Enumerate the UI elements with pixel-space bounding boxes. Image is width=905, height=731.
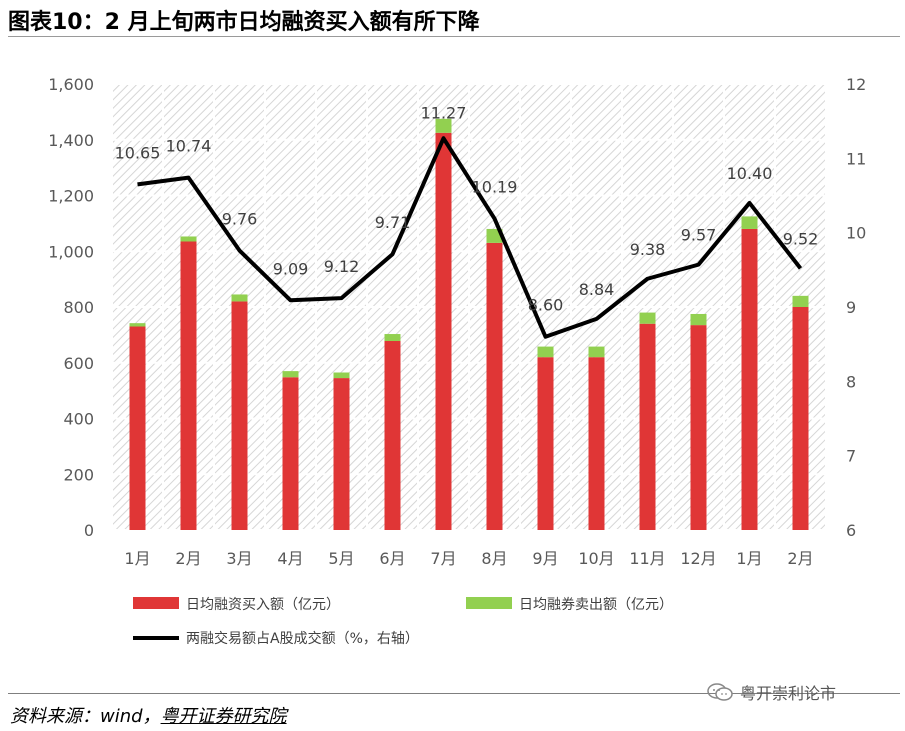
x-tick-label: 9月 <box>532 549 558 568</box>
bar-segment <box>231 294 248 302</box>
left-axis: 0 200 400 600 800 1,000 1,200 1,400 1,600 <box>48 75 94 540</box>
bar-segment <box>690 325 707 530</box>
title-divider <box>8 36 900 37</box>
right-tick-label: 10 <box>846 224 866 243</box>
right-tick-label: 9 <box>846 298 856 317</box>
right-tick-label: 7 <box>846 447 856 466</box>
bar-segment <box>588 357 605 530</box>
line-data-label: 9.38 <box>630 240 666 259</box>
x-tick-label: 4月 <box>277 549 303 568</box>
x-tick-label: 3月 <box>226 549 252 568</box>
source-note: 资料来源：wind，粤开证券研究院 <box>10 702 287 728</box>
line-data-label: 10.19 <box>472 178 518 197</box>
bar-segment <box>333 372 350 379</box>
bar-segment <box>741 228 758 530</box>
line-data-label: 9.52 <box>783 229 819 248</box>
left-tick-label: 0 <box>84 521 94 540</box>
line-data-label: 10.74 <box>166 137 212 156</box>
wechat-icon <box>707 683 733 701</box>
chart-title: 图表10：2 月上旬两市日均融资买入额有所下降 <box>8 10 480 35</box>
line-series <box>137 136 803 339</box>
bar-segment <box>282 377 299 530</box>
line-data-label: 9.57 <box>681 226 717 245</box>
line-data-label: 9.12 <box>324 257 360 276</box>
bar-segment <box>690 313 707 326</box>
bar-segment <box>792 307 809 530</box>
bar-segment <box>435 118 452 133</box>
bar-segment <box>486 242 503 530</box>
bar-segment <box>588 346 605 358</box>
legend-label-sell: 日均融券卖出额（亿元） <box>519 597 673 613</box>
line-data-labels: 10.65 10.74 9.76 9.09 9.12 9.71 11.27 10.19 8.60… <box>115 103 819 314</box>
right-tick-label: 8 <box>846 372 856 391</box>
legend-swatch-sell <box>466 597 512 609</box>
bar-segment <box>333 378 350 530</box>
x-tick-label: 6月 <box>379 549 405 568</box>
x-axis: 1月 2月 3月 4月 5月 6月 7月 8月 9月 10月 11月 12月 1月 2月 <box>124 549 813 568</box>
left-tick-label: 1,600 <box>48 75 94 94</box>
x-tick-label: 2月 <box>175 549 201 568</box>
right-axis: 6 7 8 9 10 11 12 <box>846 75 866 540</box>
x-tick-label: 1月 <box>124 549 150 568</box>
bar-segment <box>384 341 401 530</box>
legend-swatch-buy <box>133 597 179 609</box>
left-tick-label: 1,200 <box>48 187 94 206</box>
source-prefix: 资料来源：wind， <box>10 706 161 727</box>
x-tick-label: 7月 <box>430 549 456 568</box>
line-data-label: 11.27 <box>421 103 467 122</box>
line-data-label: 10.40 <box>727 164 773 183</box>
footer-divider <box>8 693 900 694</box>
right-tick-label: 6 <box>846 521 856 540</box>
left-tick-label: 600 <box>63 354 94 373</box>
bar-segment <box>792 295 809 307</box>
bar-segment <box>282 371 299 378</box>
x-tick-label: 12月 <box>680 549 716 568</box>
x-tick-label: 10月 <box>578 549 614 568</box>
bar-segment <box>741 216 758 229</box>
legend: 日均融资买入额（亿元） 日均融券卖出额（亿元） 两融交易额占A股成交额（%，右轴） <box>133 597 673 647</box>
bar-segment <box>537 357 554 530</box>
bar-segment <box>180 236 197 242</box>
watermark: 粤开崇利论市 <box>706 680 836 704</box>
legend-label-ratio: 两融交易额占A股成交额（%，右轴） <box>186 630 419 647</box>
bar-segment <box>129 326 146 530</box>
x-tick-label: 2月 <box>787 549 813 568</box>
bar-segment <box>129 323 146 327</box>
bar-segment <box>231 301 248 530</box>
gridlines <box>111 83 827 531</box>
bar-segment <box>180 241 197 530</box>
bar-series <box>129 118 809 530</box>
bar-segment <box>537 346 554 358</box>
right-tick-label: 11 <box>846 149 866 168</box>
x-tick-label: 8月 <box>481 549 507 568</box>
bar-segment <box>435 132 452 530</box>
legend-label-buy: 日均融资买入额（亿元） <box>186 597 340 613</box>
x-tick-label: 5月 <box>328 549 354 568</box>
x-tick-label: 11月 <box>629 549 665 568</box>
line-data-label: 8.60 <box>528 296 564 315</box>
line-data-label: 9.76 <box>222 210 258 229</box>
right-tick-label: 12 <box>846 75 866 94</box>
line-data-label: 9.71 <box>375 213 411 232</box>
line-data-label: 8.84 <box>579 280 615 299</box>
left-tick-label: 1,000 <box>48 242 94 261</box>
x-tick-label: 1月 <box>736 549 762 568</box>
bar-segment <box>639 312 656 324</box>
left-tick-label: 800 <box>63 298 94 317</box>
ratio-line <box>137 136 803 339</box>
source-org: 粤开证券研究院 <box>160 706 287 727</box>
left-tick-label: 200 <box>63 465 94 484</box>
watermark-text: 粤开崇利论市 <box>740 684 837 703</box>
left-tick-label: 1,400 <box>48 131 94 150</box>
bar-segment <box>384 334 401 342</box>
bar-segment <box>639 323 656 530</box>
left-tick-label: 400 <box>63 410 94 429</box>
line-data-label: 9.09 <box>273 259 309 278</box>
line-data-label: 10.65 <box>115 143 161 162</box>
